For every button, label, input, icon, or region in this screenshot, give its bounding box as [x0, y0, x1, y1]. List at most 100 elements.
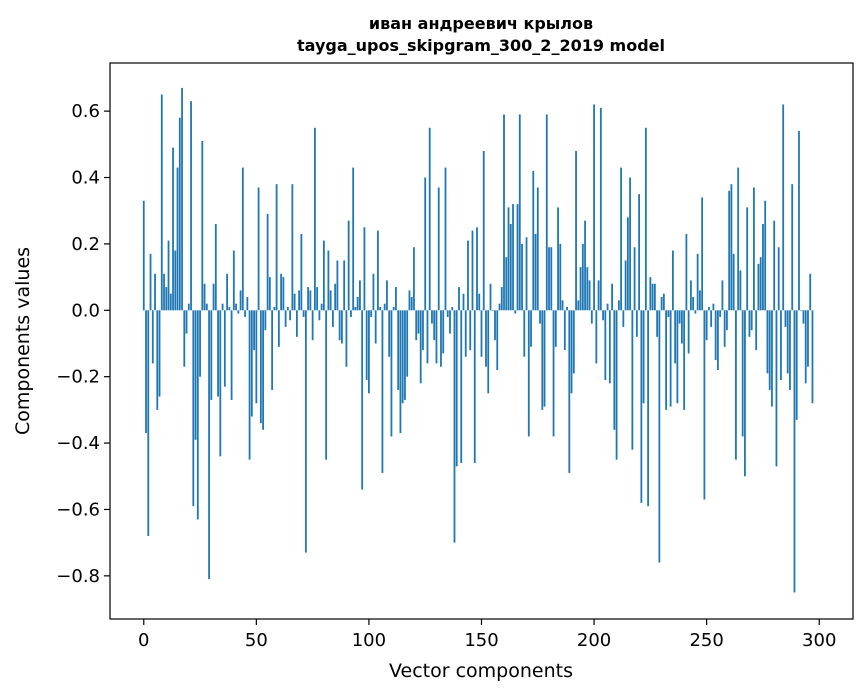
bar	[237, 310, 240, 314]
bar	[640, 310, 643, 503]
bar	[275, 184, 278, 311]
bar	[304, 310, 307, 553]
bar	[437, 187, 440, 311]
bar	[453, 310, 456, 543]
bar	[248, 310, 251, 460]
x-axis-label: Vector components	[389, 660, 573, 682]
bar	[757, 263, 760, 311]
bar	[309, 290, 312, 311]
bar	[422, 310, 424, 351]
bar	[516, 204, 519, 311]
bar	[550, 247, 553, 311]
bar	[397, 310, 400, 390]
bar	[746, 207, 749, 311]
bar	[390, 310, 393, 437]
bar	[268, 277, 271, 311]
bar	[755, 310, 758, 351]
bar	[739, 270, 742, 311]
bar	[552, 310, 555, 437]
bar	[593, 104, 595, 311]
bar	[689, 280, 692, 311]
bar	[408, 290, 411, 311]
bar	[449, 310, 451, 334]
bar	[534, 233, 537, 311]
bar	[386, 280, 388, 311]
bar	[311, 310, 314, 341]
bar	[568, 310, 571, 473]
bar	[665, 310, 668, 410]
bar	[473, 310, 476, 463]
bar	[246, 297, 249, 311]
bar	[782, 104, 785, 311]
bar	[210, 310, 213, 400]
bar	[795, 310, 798, 420]
bar	[417, 310, 420, 334]
bar	[350, 310, 352, 317]
bar	[521, 243, 523, 311]
bar	[343, 260, 346, 311]
bar	[399, 310, 402, 434]
bar	[631, 310, 634, 450]
bar	[604, 310, 607, 381]
bar	[687, 310, 690, 354]
bar	[789, 310, 791, 390]
bar	[291, 184, 294, 311]
bar	[282, 277, 285, 311]
bar	[379, 306, 382, 311]
bar	[401, 310, 404, 404]
y-tick-label: −0.4	[56, 433, 100, 454]
bar	[649, 277, 652, 311]
y-tick-label: 0.2	[71, 234, 100, 255]
bar	[230, 310, 233, 400]
bar	[322, 240, 325, 311]
bar	[692, 297, 695, 311]
bar	[352, 167, 355, 311]
bar	[518, 114, 521, 311]
bar	[163, 273, 165, 311]
bar	[685, 233, 688, 311]
bar	[496, 310, 499, 371]
bar	[539, 310, 541, 324]
bar	[208, 310, 210, 580]
bar	[192, 310, 195, 507]
bar	[235, 303, 237, 311]
bar	[183, 310, 186, 367]
bar	[653, 283, 656, 311]
bar	[771, 310, 773, 407]
bar	[581, 243, 584, 311]
bar	[500, 287, 503, 311]
bar	[759, 257, 762, 311]
bar	[334, 283, 337, 311]
bar	[563, 310, 566, 351]
bar	[505, 257, 508, 311]
bar	[644, 127, 647, 311]
bar	[710, 310, 713, 327]
bar	[370, 310, 373, 317]
bar	[149, 253, 152, 311]
bar	[185, 310, 188, 334]
bar	[703, 310, 706, 500]
bar	[419, 310, 422, 384]
bar	[735, 310, 737, 460]
bar	[570, 310, 573, 394]
bar	[289, 310, 292, 321]
bar	[590, 310, 593, 324]
bar	[451, 306, 454, 311]
bar	[764, 200, 767, 311]
bar	[406, 310, 409, 377]
bar	[142, 200, 145, 311]
bar	[732, 253, 735, 311]
bar	[577, 300, 580, 311]
bar	[327, 250, 330, 311]
bar	[480, 310, 483, 357]
bar	[624, 260, 627, 311]
bar	[178, 117, 181, 311]
bar	[784, 310, 787, 327]
bar	[753, 187, 755, 311]
bar	[586, 267, 589, 311]
bar	[316, 287, 319, 311]
y-tick-label: −0.2	[56, 367, 100, 388]
bar	[467, 240, 469, 311]
bar	[584, 220, 586, 311]
bar	[512, 204, 514, 311]
